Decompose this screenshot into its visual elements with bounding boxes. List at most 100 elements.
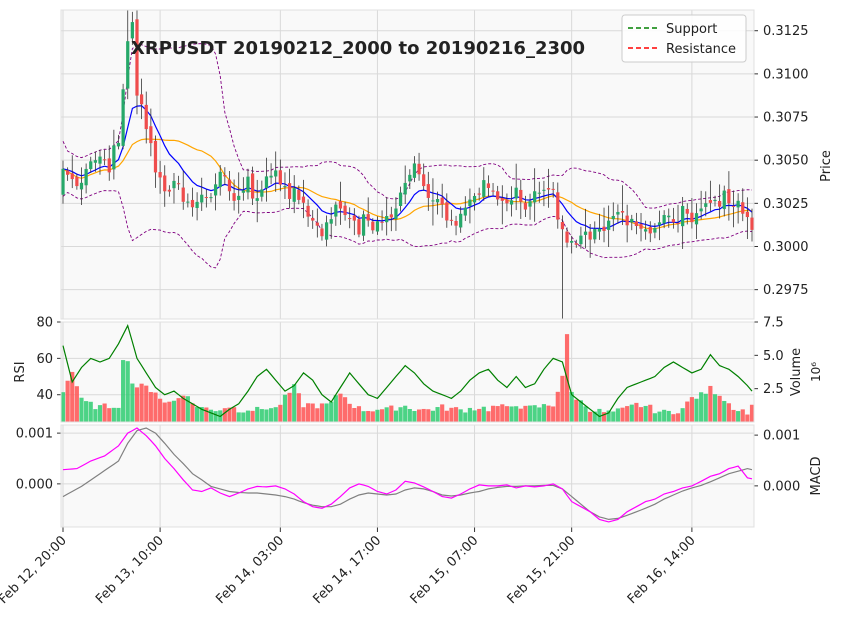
volume-bar	[148, 392, 153, 422]
volume-bar	[662, 409, 667, 422]
candle-body	[445, 202, 449, 221]
volume-bar	[130, 383, 135, 422]
volume-bar	[680, 408, 685, 422]
macd-right-tick-label: 0.000	[763, 479, 800, 494]
volume-bar	[527, 405, 533, 422]
candle-body	[745, 211, 749, 218]
volume-bar	[306, 403, 311, 422]
candle-body	[98, 156, 102, 164]
price-y-tick-label: 0.2975	[763, 283, 809, 298]
candle-body	[357, 219, 361, 235]
x-tick-label: Feb 12, 20:00	[0, 533, 70, 607]
volume-bar	[740, 409, 745, 422]
candle-body	[477, 193, 481, 195]
volume-bar	[176, 398, 181, 422]
volume-bar	[523, 405, 528, 422]
rsi-y-tick-label: 80	[36, 316, 53, 331]
volume-bar	[93, 409, 98, 422]
candle-body	[597, 228, 602, 232]
candle-body	[116, 142, 121, 147]
volume-bar	[541, 404, 546, 422]
volume-bar	[199, 407, 204, 422]
volume-bar	[657, 411, 662, 422]
volume-bar	[583, 406, 588, 422]
candle-body	[264, 176, 269, 189]
volume-bar	[111, 407, 116, 422]
volume-bar	[204, 407, 209, 422]
volume-bar	[736, 411, 741, 422]
candle-body	[505, 199, 509, 204]
macd-line	[62, 427, 753, 523]
macd-panel	[61, 425, 754, 527]
volume-bar	[102, 403, 107, 422]
candle-body	[232, 193, 236, 201]
candle-body	[213, 184, 218, 196]
volume-bar	[153, 392, 158, 422]
volume-bar	[384, 407, 389, 422]
candle-body	[699, 208, 703, 212]
candle-body	[380, 221, 384, 223]
candle-body	[593, 229, 597, 240]
volume-bar	[726, 403, 731, 422]
volume-bar	[703, 393, 708, 422]
volume-bar	[611, 411, 616, 422]
volume-bar	[259, 409, 264, 422]
price-y-tick-label: 0.3100	[763, 67, 809, 82]
candle-body	[255, 198, 259, 201]
volume-bar	[407, 409, 412, 422]
candle-body	[560, 222, 565, 230]
candle-body	[667, 215, 671, 218]
volume-bar	[255, 406, 260, 422]
candle-body	[551, 188, 555, 190]
volume-bar	[689, 397, 694, 422]
candle-body	[375, 221, 380, 232]
bollinger-upper	[62, 43, 753, 209]
volume-bar	[366, 410, 371, 422]
legend-support-label: Support	[666, 22, 717, 37]
candle-body	[731, 205, 736, 207]
candle-body	[241, 190, 245, 193]
candle-body	[75, 176, 79, 187]
candle-body	[468, 199, 472, 207]
candle-body	[186, 201, 190, 203]
volume-bar	[370, 411, 375, 422]
candle-body	[486, 183, 491, 188]
candle-body	[496, 191, 500, 200]
candle-body	[519, 189, 523, 202]
volume-bar	[500, 404, 505, 422]
candle-body	[718, 200, 722, 207]
volume-bar	[643, 405, 648, 422]
candle-body	[681, 205, 685, 227]
candle-body	[343, 205, 347, 216]
volume-bar	[144, 385, 149, 422]
rsi-series	[62, 323, 753, 418]
volume-bar	[236, 412, 241, 422]
volume-bar	[125, 361, 130, 422]
price-y-tick-label: 0.3050	[763, 154, 809, 169]
candle-body	[84, 168, 88, 186]
volume-bar	[74, 386, 79, 422]
volume-bar	[88, 401, 93, 422]
volume-axis-label: Volume	[789, 348, 804, 396]
candle-body	[676, 222, 680, 224]
candle-body	[260, 189, 264, 197]
candle-body	[93, 160, 97, 163]
candle-body	[112, 145, 116, 170]
candle-body	[334, 204, 338, 217]
volume-bar	[333, 395, 338, 422]
volume-bar	[292, 384, 297, 422]
candle-body	[153, 140, 158, 173]
candle-body	[736, 200, 740, 208]
candle-body	[61, 168, 65, 195]
candle-body	[459, 213, 463, 228]
volume-bar	[551, 406, 556, 422]
volume-bar	[361, 411, 366, 422]
volume-bar	[296, 393, 301, 422]
volume-bar	[412, 411, 417, 422]
candle-body	[565, 231, 569, 243]
candle-body	[204, 197, 208, 199]
candle-body	[690, 212, 694, 223]
candle-body	[546, 188, 551, 190]
macd-left-tick-label: 0.001	[16, 427, 53, 442]
volume-bar	[569, 391, 574, 422]
